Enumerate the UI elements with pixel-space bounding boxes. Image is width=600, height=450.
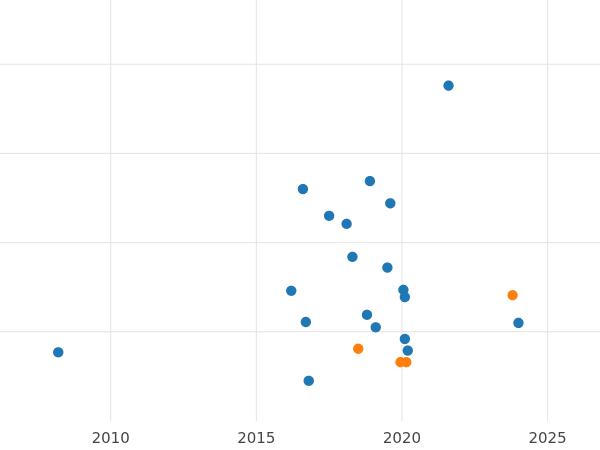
x-tick-label: 2015 bbox=[237, 429, 275, 447]
series-blue-point bbox=[399, 291, 411, 303]
series-orange-point bbox=[507, 290, 518, 301]
series-blue-point bbox=[286, 285, 297, 296]
series-blue-point bbox=[300, 316, 312, 328]
series-blue-point bbox=[370, 322, 381, 333]
series-blue-point bbox=[347, 251, 358, 263]
series-blue-point bbox=[341, 218, 352, 230]
series-blue-point bbox=[361, 309, 373, 321]
series-blue-point bbox=[297, 183, 309, 195]
series-blue-point bbox=[382, 262, 393, 273]
series-blue-point bbox=[399, 333, 411, 345]
series-blue-point bbox=[443, 80, 454, 91]
x-tick-label: 2025 bbox=[528, 429, 566, 447]
series-blue-point bbox=[323, 210, 335, 222]
series-orange-point bbox=[353, 343, 364, 354]
series-blue-point bbox=[303, 375, 314, 387]
series-blue-point bbox=[513, 317, 524, 329]
series-orange-point bbox=[401, 356, 412, 368]
series-blue-point bbox=[53, 347, 64, 358]
series-blue-point bbox=[385, 198, 396, 209]
x-tick-label: 2010 bbox=[92, 429, 130, 447]
series-blue-point bbox=[402, 345, 413, 356]
series-blue-point bbox=[364, 175, 376, 187]
x-tick-label: 2020 bbox=[383, 429, 421, 447]
